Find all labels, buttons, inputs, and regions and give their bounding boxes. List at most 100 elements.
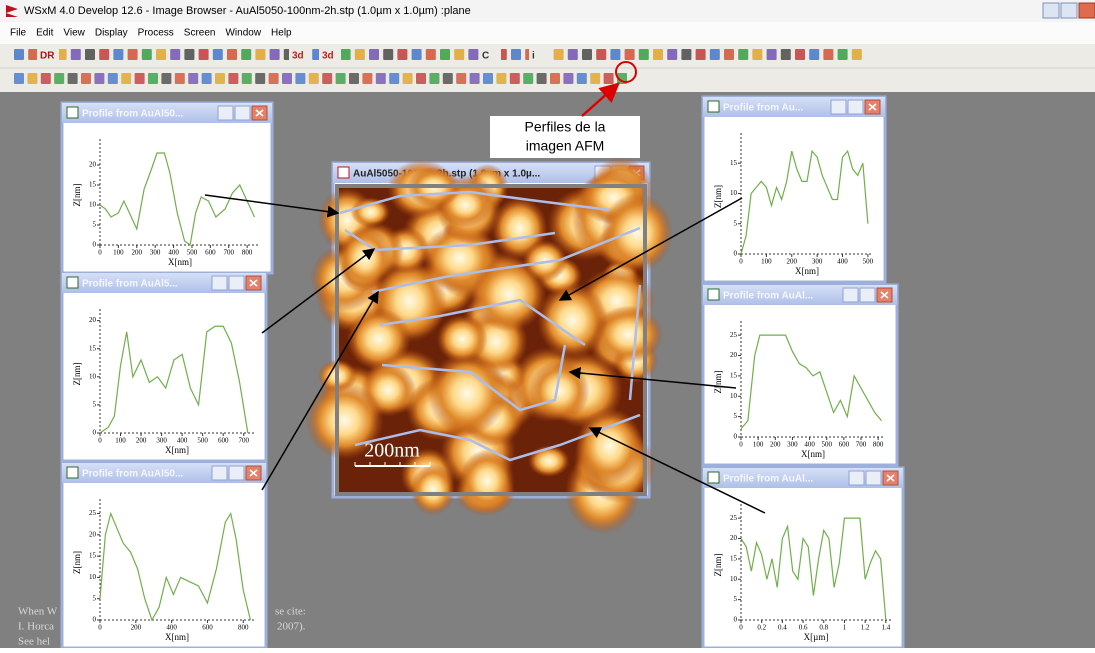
restore-button[interactable]	[1061, 3, 1077, 18]
toolbar-icon[interactable]	[496, 73, 506, 84]
toolbar-icon[interactable]	[604, 73, 614, 84]
toolbar-icon[interactable]	[108, 73, 118, 84]
toolbar-icon[interactable]	[142, 49, 152, 60]
minimize-button[interactable]	[212, 276, 227, 290]
toolbar-icon[interactable]	[170, 49, 180, 60]
toolbar-icon[interactable]	[454, 49, 464, 60]
minimize-button[interactable]	[218, 106, 233, 120]
toolbar-icon[interactable]	[412, 49, 422, 60]
toolbar-icon[interactable]	[577, 73, 587, 84]
toolbar-icon[interactable]	[269, 73, 279, 84]
toolbar-icon[interactable]	[27, 73, 37, 84]
toolbar-icon[interactable]	[355, 49, 365, 60]
menu-item[interactable]: Display	[95, 28, 128, 39]
minimize-button[interactable]	[212, 466, 227, 480]
toolbar-icon[interactable]	[336, 73, 346, 84]
toolbar-icon[interactable]	[156, 49, 166, 60]
menu-item[interactable]: File	[10, 28, 27, 39]
toolbar-icon[interactable]	[397, 49, 407, 60]
toolbar-button[interactable]: i	[532, 51, 535, 62]
toolbar-icon[interactable]	[511, 49, 521, 60]
toolbar-icon[interactable]	[510, 73, 520, 84]
toolbar-icon[interactable]	[282, 73, 292, 84]
toolbar-icon[interactable]	[369, 49, 379, 60]
menu-item[interactable]: Window	[225, 28, 261, 39]
toolbar-icon[interactable]	[667, 49, 677, 60]
toolbar-icon[interactable]	[483, 73, 493, 84]
toolbar-icon[interactable]	[426, 49, 436, 60]
maximize-button[interactable]	[235, 106, 250, 120]
toolbar-icon[interactable]	[14, 73, 24, 84]
minimize-button[interactable]	[831, 100, 846, 114]
toolbar-icon[interactable]	[653, 49, 663, 60]
toolbar-icon[interactable]	[596, 49, 606, 60]
toolbar-icon[interactable]	[309, 73, 319, 84]
close-button[interactable]	[1079, 3, 1095, 18]
toolbar-icon[interactable]	[215, 73, 225, 84]
toolbar-icon[interactable]	[255, 49, 265, 60]
toolbar-icon[interactable]	[440, 49, 450, 60]
toolbar-icon[interactable]	[242, 73, 252, 84]
maximize-button[interactable]	[229, 276, 244, 290]
toolbar-icon[interactable]	[241, 49, 251, 60]
toolbar-icon[interactable]	[696, 49, 706, 60]
toolbar-icon[interactable]	[270, 49, 280, 60]
toolbar-icon[interactable]	[199, 49, 209, 60]
toolbar-icon[interactable]	[41, 73, 51, 84]
menu-item[interactable]: Process	[138, 28, 174, 39]
toolbar-icon[interactable]	[54, 73, 64, 84]
toolbar-icon[interactable]	[85, 49, 95, 60]
toolbar-icon[interactable]	[376, 73, 386, 84]
toolbar-icon[interactable]	[456, 73, 466, 84]
toolbar-icon[interactable]	[121, 73, 131, 84]
toolbar-icon[interactable]	[403, 73, 413, 84]
toolbar-icon[interactable]	[781, 49, 791, 60]
toolbar-icon[interactable]	[135, 73, 145, 84]
minimize-button[interactable]	[1043, 3, 1059, 18]
toolbar-icon[interactable]	[738, 49, 748, 60]
toolbar-button[interactable]: 3d	[292, 51, 304, 62]
toolbar-icon[interactable]	[227, 49, 237, 60]
toolbar-button[interactable]: 3d	[322, 51, 334, 62]
toolbar-icon[interactable]	[610, 49, 620, 60]
toolbar-icon[interactable]	[468, 49, 478, 60]
toolbar-icon[interactable]	[14, 49, 24, 60]
toolbar-button[interactable]: DR	[40, 51, 55, 62]
maximize-button[interactable]	[860, 288, 875, 302]
toolbar-icon[interactable]	[681, 49, 691, 60]
maximize-button[interactable]	[848, 100, 863, 114]
toolbar-icon[interactable]	[767, 49, 777, 60]
minimize-button[interactable]	[849, 471, 864, 485]
toolbar-icon[interactable]	[852, 49, 862, 60]
toolbar-icon[interactable]	[639, 49, 649, 60]
toolbar-icon[interactable]	[128, 49, 138, 60]
toolbar-icon[interactable]	[349, 73, 359, 84]
toolbar-icon[interactable]	[161, 73, 171, 84]
toolbar-icon[interactable]	[322, 73, 332, 84]
toolbar-icon[interactable]	[68, 73, 78, 84]
toolbar-icon[interactable]	[416, 73, 426, 84]
toolbar-icon[interactable]	[443, 73, 453, 84]
menu-item[interactable]: Screen	[184, 28, 216, 39]
menu-item[interactable]: Help	[271, 28, 292, 39]
toolbar-icon[interactable]	[838, 49, 848, 60]
toolbar-icon[interactable]	[537, 73, 547, 84]
toolbar-icon[interactable]	[795, 49, 805, 60]
toolbar-button[interactable]: C	[482, 51, 489, 62]
toolbar-icon[interactable]	[809, 49, 819, 60]
toolbar-icon[interactable]	[228, 73, 238, 84]
toolbar-icon[interactable]	[429, 73, 439, 84]
toolbar-icon[interactable]	[362, 73, 372, 84]
toolbar-icon[interactable]	[470, 73, 480, 84]
toolbar-icon[interactable]	[71, 49, 81, 60]
toolbar-icon[interactable]	[94, 73, 104, 84]
toolbar-icon[interactable]	[724, 49, 734, 60]
toolbar-icon[interactable]	[554, 49, 564, 60]
toolbar-icon[interactable]	[823, 49, 833, 60]
toolbar-icon[interactable]	[625, 49, 635, 60]
maximize-button[interactable]	[866, 471, 881, 485]
toolbar-icon[interactable]	[550, 73, 560, 84]
toolbar-icon[interactable]	[389, 73, 399, 84]
toolbar-icon[interactable]	[202, 73, 212, 84]
toolbar-icon[interactable]	[99, 49, 109, 60]
